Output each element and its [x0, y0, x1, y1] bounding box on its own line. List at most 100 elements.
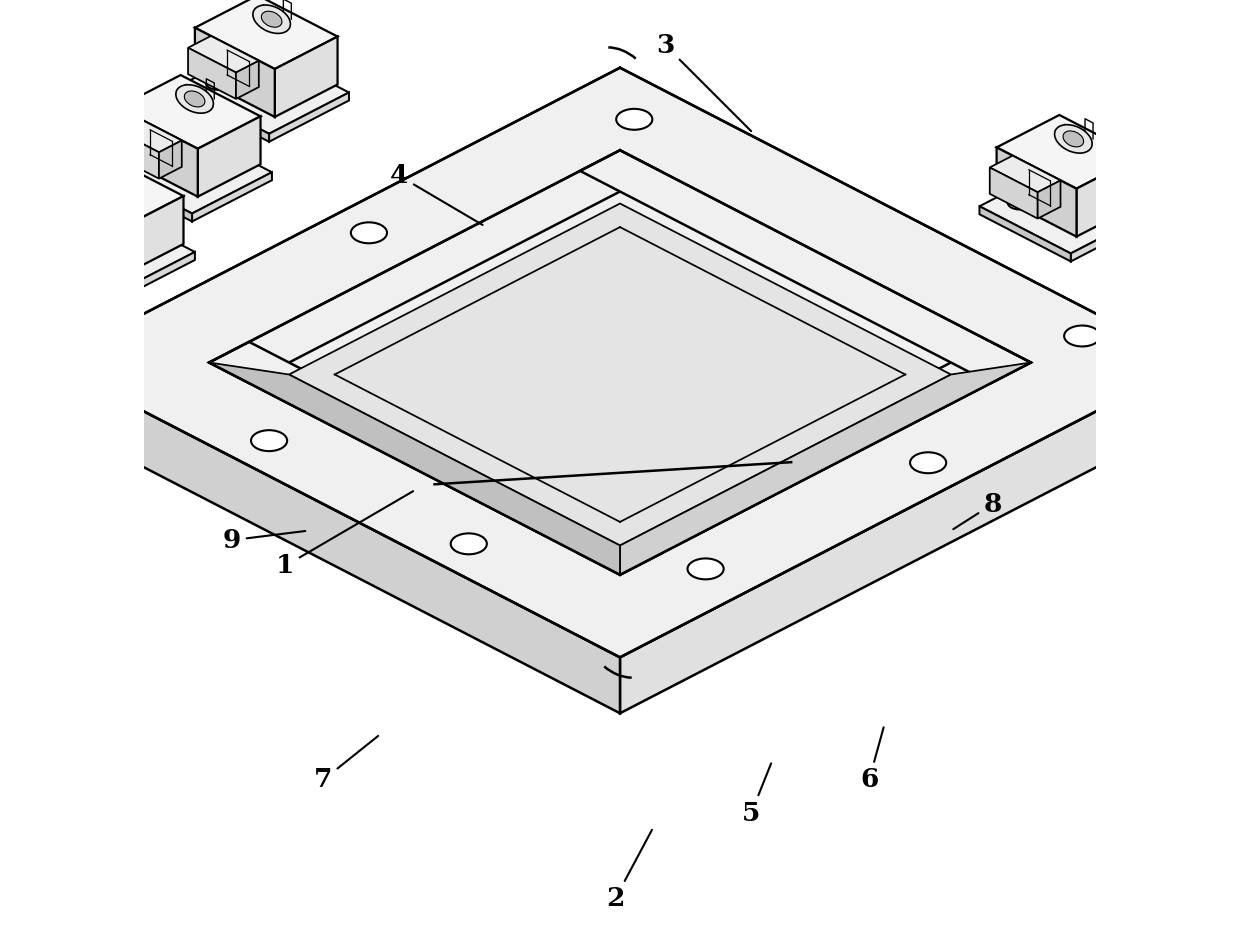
Polygon shape [177, 46, 348, 134]
Polygon shape [1117, 182, 1141, 220]
Polygon shape [1038, 181, 1060, 219]
Ellipse shape [1135, 126, 1172, 154]
Ellipse shape [241, 58, 264, 72]
Polygon shape [980, 165, 1151, 253]
Ellipse shape [1167, 198, 1192, 212]
Polygon shape [100, 125, 272, 213]
Polygon shape [997, 115, 1140, 188]
Ellipse shape [1064, 325, 1100, 346]
Polygon shape [275, 36, 337, 117]
Polygon shape [236, 61, 259, 99]
Polygon shape [50, 362, 620, 713]
Ellipse shape [262, 11, 281, 28]
Polygon shape [24, 204, 195, 293]
Polygon shape [990, 167, 1038, 219]
Polygon shape [1157, 158, 1219, 238]
Polygon shape [1071, 212, 1151, 262]
Ellipse shape [206, 75, 229, 89]
Polygon shape [1230, 215, 1240, 264]
Polygon shape [112, 116, 182, 152]
Polygon shape [580, 341, 1030, 574]
Text: 6: 6 [861, 728, 884, 792]
Ellipse shape [1008, 195, 1032, 209]
Polygon shape [997, 147, 1076, 237]
Ellipse shape [1143, 132, 1163, 148]
Ellipse shape [910, 453, 946, 474]
Polygon shape [210, 362, 620, 574]
Ellipse shape [351, 223, 387, 243]
Polygon shape [1198, 184, 1220, 222]
Polygon shape [1070, 168, 1117, 220]
Polygon shape [195, 0, 337, 69]
Ellipse shape [1202, 180, 1225, 194]
Polygon shape [620, 362, 1030, 574]
Ellipse shape [1214, 127, 1240, 156]
Polygon shape [620, 362, 1190, 713]
Ellipse shape [52, 235, 76, 249]
Polygon shape [1149, 170, 1198, 222]
Ellipse shape [86, 218, 110, 232]
Ellipse shape [250, 430, 288, 451]
Polygon shape [620, 362, 1030, 574]
Polygon shape [289, 204, 951, 546]
Polygon shape [159, 141, 182, 179]
Polygon shape [112, 127, 159, 179]
Ellipse shape [1063, 131, 1084, 146]
Polygon shape [118, 75, 260, 148]
Polygon shape [188, 36, 259, 72]
Polygon shape [210, 362, 620, 574]
Polygon shape [990, 156, 1060, 192]
Text: 8: 8 [954, 492, 1002, 529]
Polygon shape [82, 221, 104, 259]
Polygon shape [1151, 213, 1230, 262]
Polygon shape [1140, 209, 1230, 264]
Polygon shape [41, 155, 184, 228]
Polygon shape [210, 150, 660, 383]
Polygon shape [41, 187, 120, 277]
Polygon shape [195, 28, 275, 117]
Polygon shape [177, 87, 269, 142]
Polygon shape [33, 207, 82, 259]
Text: 1: 1 [277, 491, 413, 578]
Polygon shape [115, 252, 195, 301]
Ellipse shape [185, 91, 205, 107]
Polygon shape [1076, 148, 1157, 238]
Polygon shape [33, 196, 104, 232]
Polygon shape [1070, 157, 1141, 194]
Ellipse shape [108, 171, 128, 186]
Polygon shape [1140, 167, 1240, 256]
Polygon shape [1076, 156, 1140, 237]
Text: 7: 7 [314, 736, 378, 792]
Polygon shape [100, 166, 192, 222]
Polygon shape [192, 172, 272, 222]
Ellipse shape [1054, 125, 1092, 153]
Text: 4: 4 [391, 164, 482, 225]
Text: 5: 5 [742, 764, 771, 825]
Ellipse shape [450, 534, 487, 554]
Text: 3: 3 [656, 33, 751, 131]
Ellipse shape [129, 155, 153, 169]
Polygon shape [24, 246, 115, 301]
Polygon shape [1236, 159, 1240, 240]
Polygon shape [1076, 116, 1219, 190]
Ellipse shape [176, 85, 213, 113]
Ellipse shape [1042, 178, 1065, 192]
Polygon shape [188, 48, 236, 99]
Polygon shape [1059, 166, 1230, 255]
Text: 9: 9 [223, 528, 305, 553]
Ellipse shape [1122, 179, 1146, 193]
Polygon shape [1059, 207, 1151, 262]
Polygon shape [580, 150, 1030, 383]
Ellipse shape [1223, 133, 1240, 149]
Polygon shape [118, 107, 197, 197]
Ellipse shape [253, 5, 290, 33]
Polygon shape [120, 196, 184, 277]
Polygon shape [1157, 118, 1240, 191]
Polygon shape [197, 116, 260, 197]
Ellipse shape [162, 138, 187, 152]
Polygon shape [1149, 158, 1220, 195]
Ellipse shape [99, 165, 136, 193]
Ellipse shape [687, 558, 724, 579]
Polygon shape [50, 68, 1190, 657]
Polygon shape [980, 206, 1071, 262]
